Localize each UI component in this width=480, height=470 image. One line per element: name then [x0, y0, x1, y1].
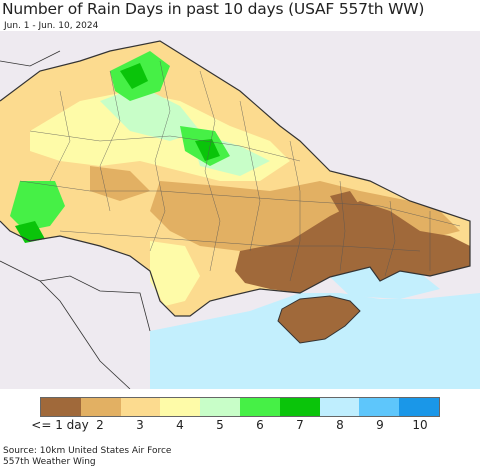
zone-light-green-1	[100, 86, 200, 141]
legend-swatch-5	[200, 398, 240, 416]
legend-label-2: 2	[96, 418, 104, 432]
zone-dark-green-1	[120, 63, 148, 89]
legend-label-3: 3	[136, 418, 144, 432]
zone-light-southwest	[150, 241, 200, 306]
legend-swatch-6	[239, 398, 280, 416]
zone-dark-green-2	[195, 139, 220, 161]
legend-label-7: 7	[296, 418, 304, 432]
legend-swatch-9	[359, 398, 400, 416]
legend-label-4: 4	[176, 418, 184, 432]
rain-days-map	[0, 31, 480, 389]
color-legend	[40, 397, 440, 417]
crimea	[278, 296, 360, 343]
legend-label-6: 6	[256, 418, 264, 432]
crimea-outline	[277, 295, 361, 344]
oblast-borders	[19, 60, 461, 282]
zone-brown-north	[330, 191, 360, 213]
country-outline	[0, 40, 471, 317]
legend-label-5: 5	[216, 418, 224, 432]
legend-swatch-7	[279, 398, 320, 416]
legend-swatch-8	[319, 398, 360, 416]
legend-labels: <= 1 day 2 3 4 5 6 7 8 9 10	[0, 418, 480, 434]
map-subtitle: Jun. 1 - Jun. 10, 2024	[4, 21, 99, 31]
legend-swatch-2	[80, 398, 121, 416]
legend-label-8: 8	[336, 418, 344, 432]
map-title: Number of Rain Days in past 10 days (USA…	[2, 0, 425, 18]
legend-swatch-3	[120, 398, 161, 416]
legend-swatch-4	[160, 398, 201, 416]
legend-label-1: <= 1 day	[31, 418, 89, 432]
source-line-1: Source: 10km United States Air Force	[3, 446, 172, 456]
legend-swatch-1	[41, 398, 81, 416]
legend-swatch-10	[399, 398, 439, 416]
legend-label-9: 9	[376, 418, 384, 432]
source-line-2: 557th Weather Wing	[3, 457, 96, 467]
zone-green-west	[10, 181, 65, 231]
zone-orange-west	[90, 166, 150, 201]
legend-label-10: 10	[412, 418, 428, 432]
sea-of-azov	[330, 267, 440, 299]
source-credit: Source: 10km United States Air Force 557…	[3, 446, 171, 468]
neighbour-borders	[0, 50, 151, 389]
